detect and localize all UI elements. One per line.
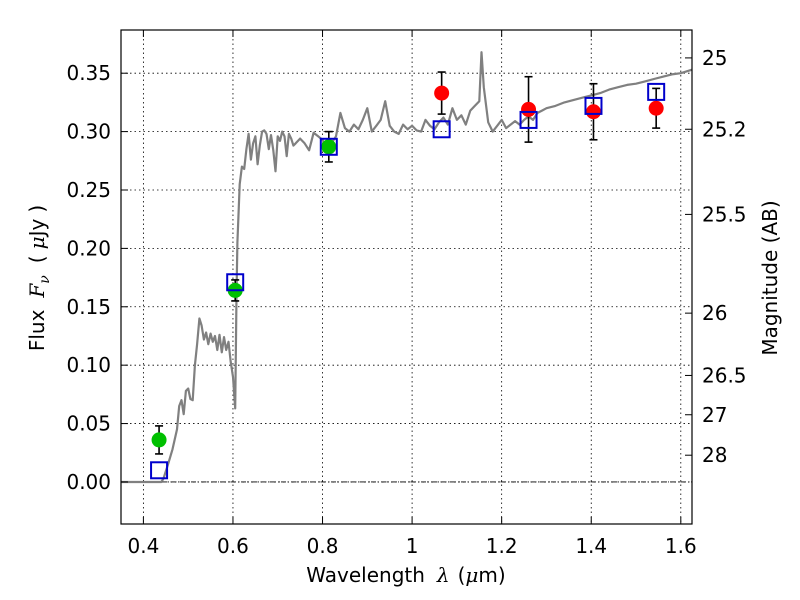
red-data-point — [585, 104, 601, 120]
axis-ticks — [121, 30, 692, 524]
model-photometry-square — [150, 461, 169, 480]
y-tick-label: 0.30 — [66, 120, 111, 144]
x-axis-title: Wavelength λ (μm) — [306, 563, 505, 587]
data-markers — [150, 82, 666, 480]
x-tick-labels: 0.4 0.6 0.8 1 1.2 1.4 1.6 — [127, 534, 696, 558]
x-tick-label: 0.8 — [307, 534, 339, 558]
y-tick-label: 0.25 — [66, 178, 111, 202]
y2-tick-label: 25 — [702, 46, 727, 70]
y-tick-label: 0.20 — [66, 236, 111, 260]
y-tick-label: 0.05 — [66, 412, 111, 436]
y-tick-label: 0.10 — [66, 353, 111, 377]
y-tick-label: 0.15 — [66, 295, 111, 319]
y2-tick-label: 25.5 — [702, 202, 747, 226]
x-tick-label: 1 — [406, 534, 419, 558]
x-tick-label: 0.4 — [127, 534, 159, 558]
x-tick-label: 0.6 — [217, 534, 249, 558]
x-tick-label: 1.4 — [575, 534, 607, 558]
plot-frame — [120, 29, 693, 525]
model-photometry-square — [319, 137, 338, 156]
red-data-point — [648, 100, 664, 116]
model-photometry-square — [519, 110, 538, 129]
y2-tick-label: 25.2 — [702, 117, 747, 141]
y-tick-labels: 0.00 0.05 0.10 0.15 0.20 0.25 0.30 0.35 — [66, 61, 111, 494]
y2-axis-title: Magnitude (AB) — [758, 200, 782, 355]
x-tick-label: 1.2 — [486, 534, 518, 558]
green-data-point — [321, 139, 337, 155]
model-photometry-square — [584, 96, 603, 115]
y2-tick-label: 26 — [702, 301, 727, 325]
y-tick-label: 0.35 — [66, 61, 111, 85]
red-data-point — [521, 101, 537, 117]
green-data-point — [151, 432, 167, 448]
y-tick-label: 0.00 — [66, 470, 111, 494]
y2-tick-label: 28 — [702, 443, 727, 467]
y-axis-title: FluxFν(μJy) — [25, 205, 53, 351]
x-tick-label: 1.6 — [665, 534, 697, 558]
model-photometry-square — [226, 273, 245, 292]
red-data-point — [434, 85, 450, 101]
y2-tick-label: 27 — [702, 403, 727, 427]
model-photometry-square — [432, 120, 451, 139]
y2-tick-label: 26.5 — [702, 363, 747, 387]
y2-tick-labels: 25 25.2 25.5 26 26.5 27 28 — [702, 46, 747, 467]
model-photometry-square — [647, 82, 666, 101]
